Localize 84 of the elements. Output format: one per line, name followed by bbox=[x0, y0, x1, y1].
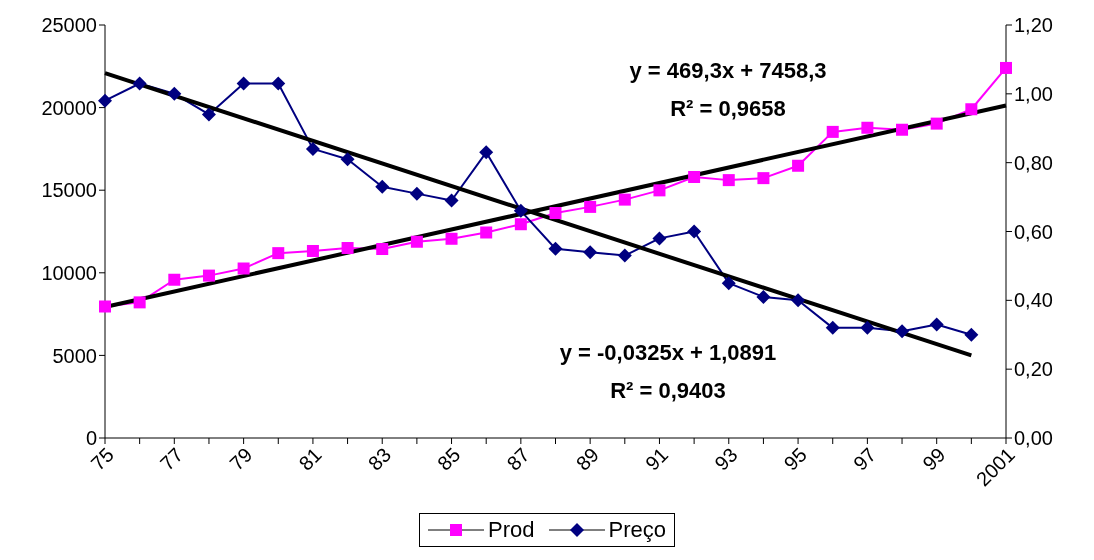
point bbox=[445, 232, 458, 245]
x-tick-label: 85 bbox=[433, 443, 465, 475]
point bbox=[202, 269, 215, 282]
x-tick-label: 79 bbox=[225, 443, 257, 475]
x-tick-label: 87 bbox=[502, 443, 534, 475]
point bbox=[687, 224, 702, 239]
point bbox=[895, 324, 910, 339]
point bbox=[756, 289, 771, 304]
y-tick-label: 5000 bbox=[52, 344, 97, 367]
x-tick-label: 99 bbox=[918, 443, 950, 475]
y2-tick-label: 0,40 bbox=[1014, 289, 1053, 312]
annotation: y = -0,0325x + 1,0891 bbox=[559, 340, 777, 366]
point bbox=[825, 320, 840, 335]
point bbox=[653, 184, 666, 197]
point bbox=[964, 327, 979, 342]
point bbox=[375, 179, 390, 194]
point bbox=[930, 117, 943, 130]
y2-tick-label: 1,20 bbox=[1014, 14, 1053, 37]
point bbox=[514, 218, 527, 231]
point bbox=[272, 247, 285, 260]
point bbox=[409, 186, 424, 201]
point bbox=[271, 76, 286, 91]
point bbox=[167, 86, 182, 101]
x-tick-label: 91 bbox=[641, 443, 673, 475]
point bbox=[201, 107, 216, 122]
point bbox=[584, 200, 597, 213]
point bbox=[132, 76, 147, 91]
point bbox=[791, 293, 806, 308]
point bbox=[965, 103, 978, 116]
point bbox=[236, 76, 251, 91]
point bbox=[341, 242, 354, 255]
x-tick-label: 81 bbox=[294, 443, 326, 475]
point bbox=[305, 141, 320, 156]
y-tick-label: 15000 bbox=[41, 179, 97, 202]
point bbox=[479, 145, 494, 160]
legend-label: Prod bbox=[488, 517, 535, 543]
point bbox=[444, 193, 459, 208]
point bbox=[376, 243, 389, 256]
point bbox=[340, 152, 355, 167]
y2-tick-label: 0,80 bbox=[1014, 151, 1053, 174]
point bbox=[98, 93, 112, 108]
y-tick-label: 0 bbox=[85, 427, 97, 450]
point bbox=[617, 248, 632, 263]
point bbox=[896, 123, 909, 136]
point bbox=[306, 244, 319, 257]
y-tick-label: 25000 bbox=[41, 14, 97, 37]
point bbox=[513, 203, 528, 218]
point bbox=[722, 174, 735, 187]
y-tick-label: 20000 bbox=[41, 96, 97, 119]
point bbox=[860, 320, 875, 335]
point bbox=[237, 262, 250, 275]
point bbox=[410, 235, 423, 248]
annotation: y = 469,3x + 7458,3 bbox=[629, 58, 827, 84]
y2-tick-label: 0,00 bbox=[1014, 427, 1053, 450]
point bbox=[1000, 61, 1012, 74]
x-tick-label: 89 bbox=[571, 443, 604, 475]
point bbox=[133, 296, 146, 309]
x-tick-label: 93 bbox=[710, 443, 742, 475]
point bbox=[861, 121, 874, 134]
point bbox=[168, 273, 181, 286]
point bbox=[757, 172, 770, 185]
x-tick-label: 83 bbox=[363, 443, 396, 475]
point bbox=[721, 276, 736, 291]
point bbox=[652, 231, 667, 246]
legend-label: Preço bbox=[608, 517, 666, 543]
annotation: R² = 0,9658 bbox=[670, 96, 786, 122]
point bbox=[480, 226, 493, 239]
x-tick-label: 95 bbox=[779, 443, 811, 475]
point bbox=[99, 300, 111, 313]
point bbox=[929, 317, 944, 332]
point bbox=[583, 245, 598, 260]
annotation: R² = 0,9403 bbox=[610, 378, 726, 404]
x-tick-label: 77 bbox=[155, 443, 188, 475]
point bbox=[618, 193, 631, 206]
y-tick-label: 10000 bbox=[41, 261, 97, 284]
y2-tick-label: 0,20 bbox=[1014, 358, 1053, 381]
y2-tick-label: 0,60 bbox=[1014, 220, 1053, 243]
point bbox=[549, 207, 562, 219]
point bbox=[792, 159, 805, 172]
y2-tick-label: 1,00 bbox=[1014, 82, 1053, 105]
point bbox=[826, 125, 839, 138]
point bbox=[548, 241, 563, 256]
x-tick-label: 97 bbox=[848, 443, 881, 475]
point bbox=[688, 170, 701, 183]
